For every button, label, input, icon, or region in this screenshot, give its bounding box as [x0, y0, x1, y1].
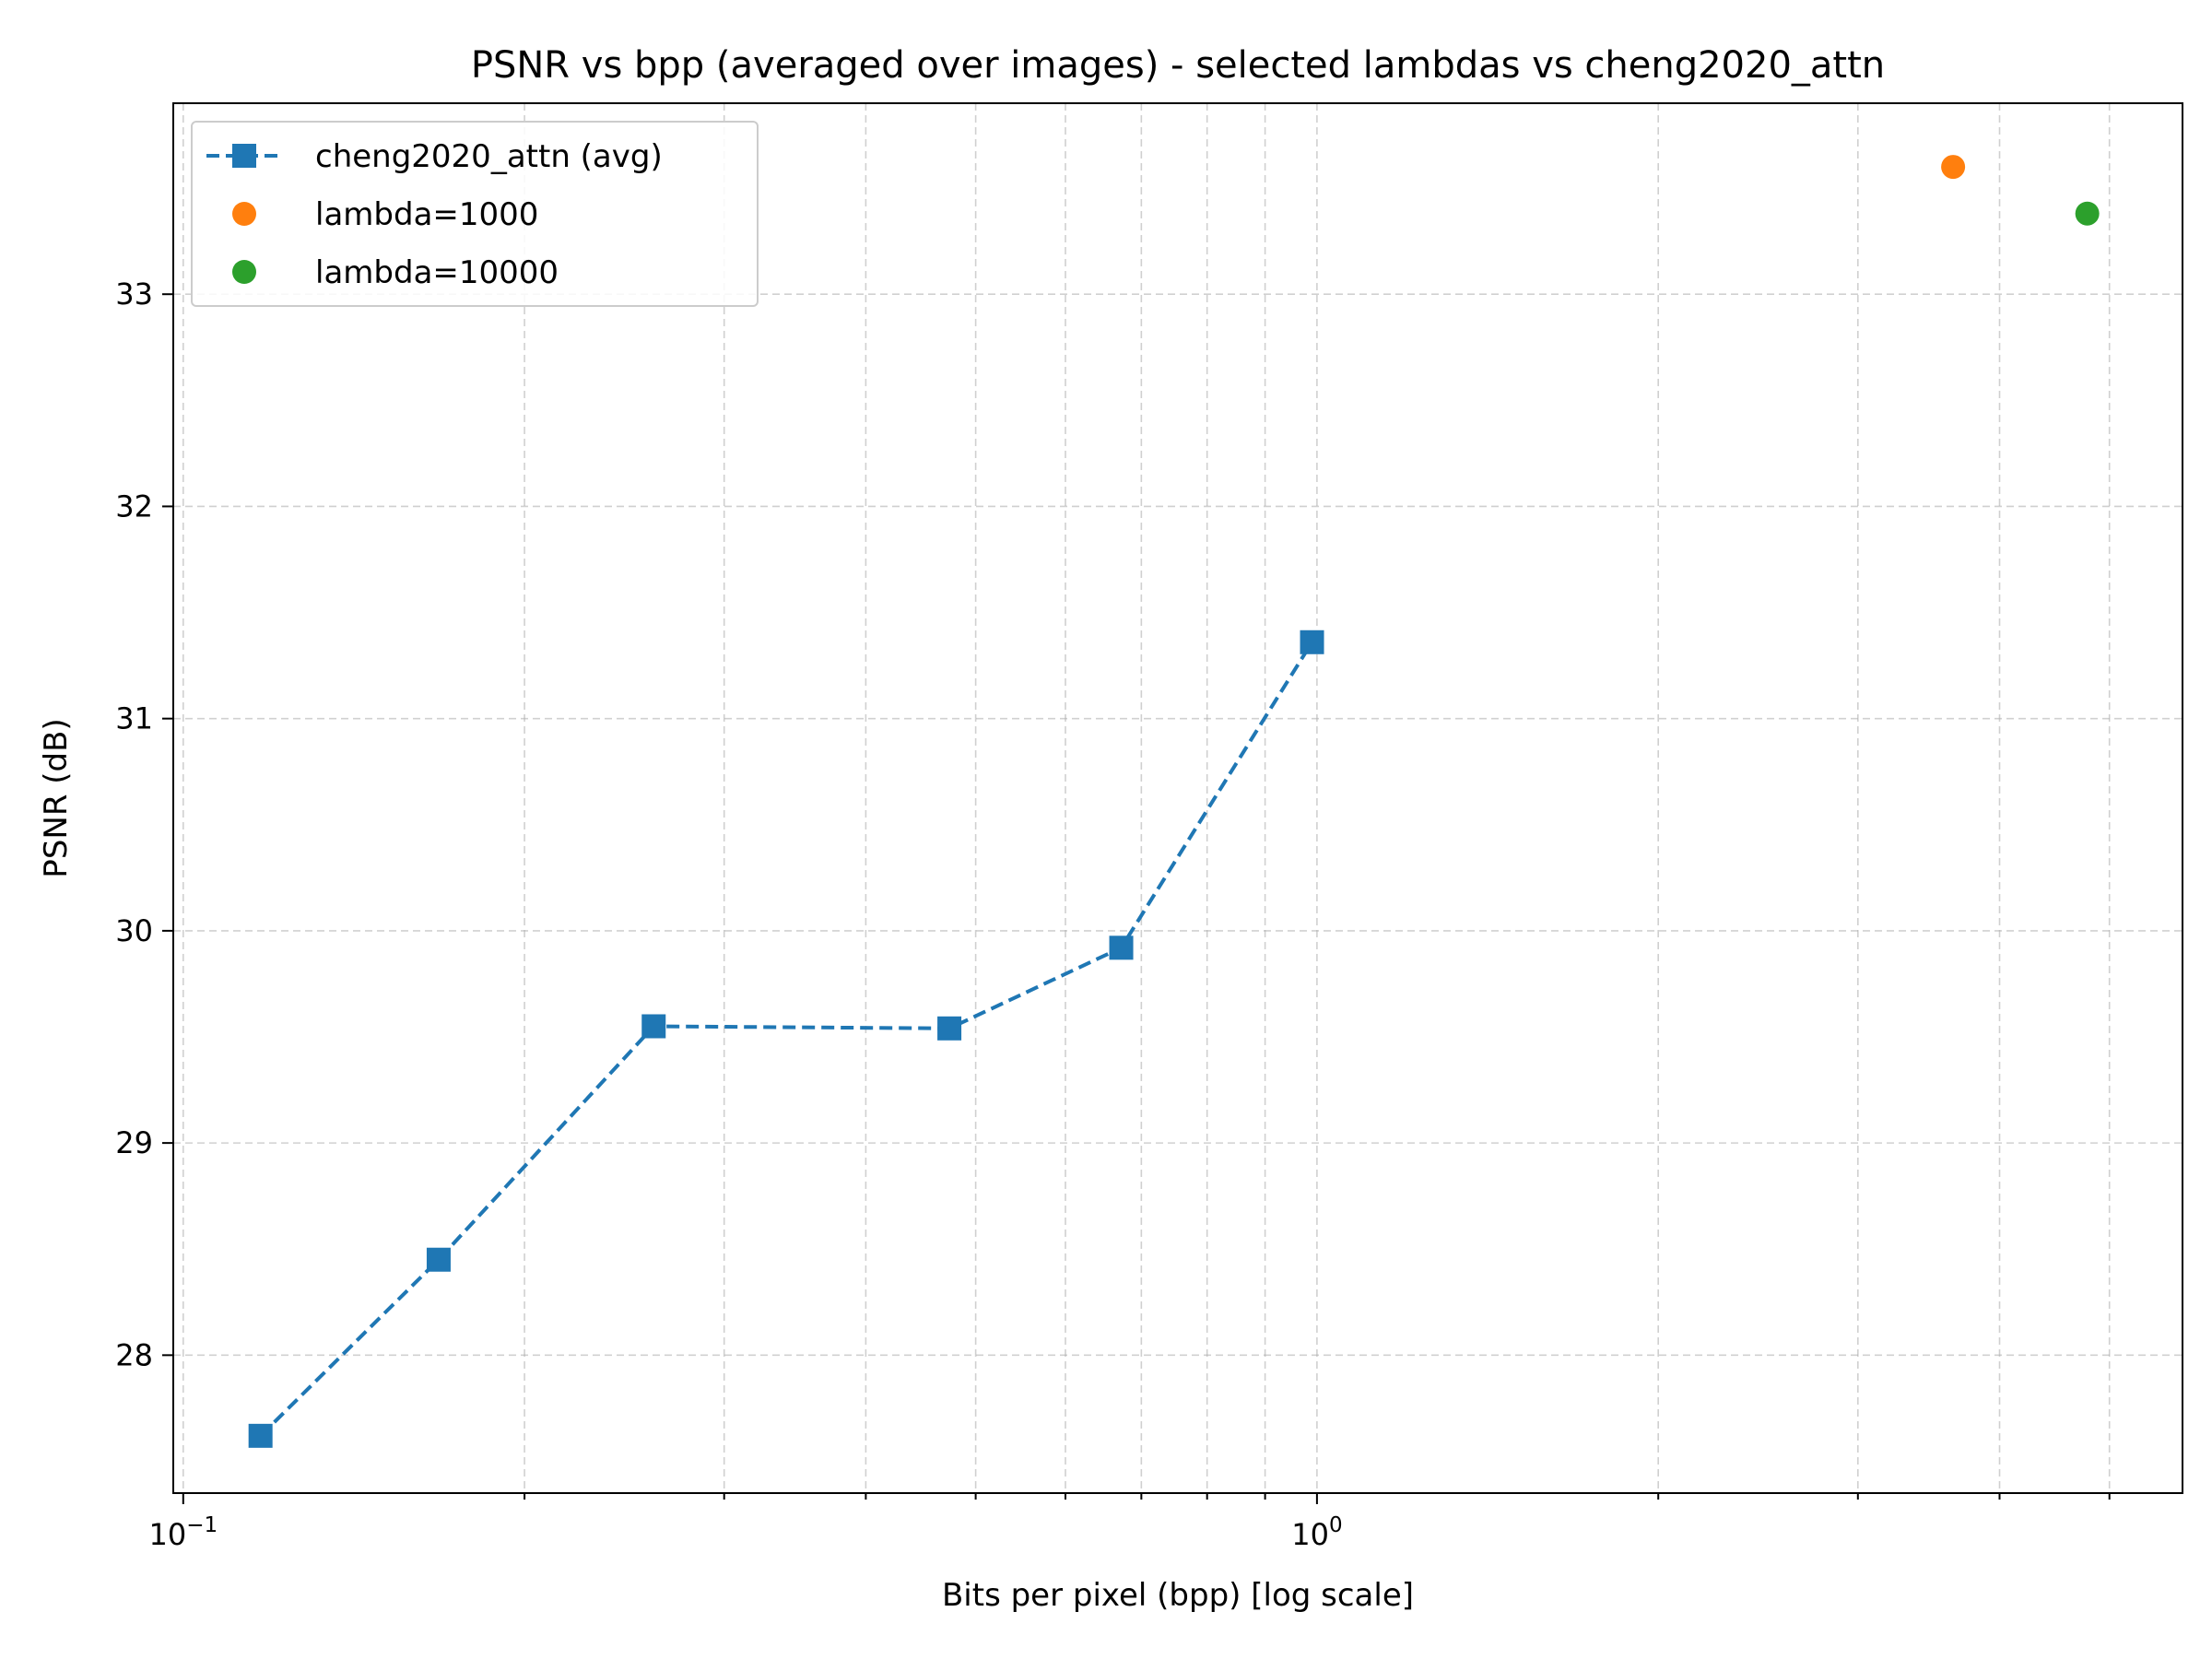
- legend-label: lambda=10000: [315, 254, 559, 291]
- y-tick-label: 32: [115, 488, 153, 524]
- plot-frame: [172, 102, 2183, 1494]
- chart-title: PSNR vs bpp (averaged over images) - sel…: [471, 44, 1885, 87]
- x-tick-label: 10−1: [148, 1513, 218, 1552]
- plot-area-background: [173, 103, 2183, 1493]
- plot-data: [248, 155, 2100, 1448]
- x-axis-label: Bits per pixel (bpp) [log scale]: [942, 1577, 1414, 1614]
- axis-ticks: 10−1 100 28 29 30 31 32 33: [115, 276, 2111, 1552]
- legend-box: [191, 121, 759, 307]
- y-axis-label: PSNR (dB): [38, 718, 75, 877]
- data-point-square: [1300, 629, 1324, 654]
- data-point-square: [641, 1014, 666, 1039]
- legend-marker-square: [232, 144, 256, 168]
- y-tick-label: 30: [115, 913, 153, 948]
- data-point-circle: [2075, 201, 2100, 226]
- legend: cheng2020_attn (avg) lambda=1000 lambda=10…: [191, 121, 759, 307]
- y-tick-label: 33: [115, 276, 153, 312]
- series-2: [2075, 201, 2100, 226]
- legend-item: cheng2020_attn (avg): [206, 138, 663, 175]
- legend-marker-circle: [232, 202, 256, 226]
- legend-label: cheng2020_attn (avg): [315, 138, 663, 175]
- series-line: [259, 641, 1314, 1438]
- data-point-square: [937, 1016, 962, 1041]
- data-point-square: [426, 1247, 451, 1272]
- series-1: [1941, 155, 1966, 180]
- grid: [173, 103, 2183, 1493]
- series-0: [248, 629, 1324, 1448]
- data-point-circle: [1941, 155, 1966, 180]
- x-tick-label: 100: [1291, 1513, 1342, 1552]
- legend-item: lambda=1000: [232, 196, 538, 233]
- y-tick-label: 31: [115, 701, 153, 736]
- data-point-square: [248, 1423, 273, 1448]
- legend-label: lambda=1000: [315, 196, 538, 233]
- y-tick-label: 29: [115, 1125, 153, 1160]
- y-tick-label: 28: [115, 1337, 153, 1372]
- legend-marker-circle: [232, 260, 256, 284]
- data-point-square: [1109, 935, 1134, 960]
- legend-item: lambda=10000: [232, 254, 559, 291]
